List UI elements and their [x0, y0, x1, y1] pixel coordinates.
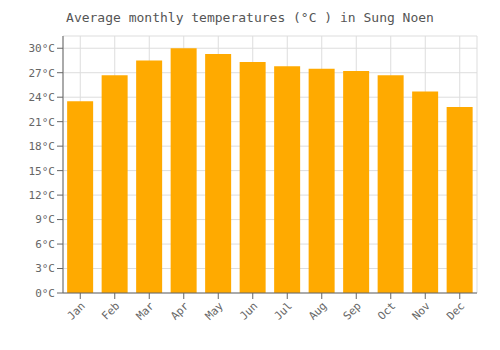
svg-text:6°C: 6°C [35, 238, 55, 251]
svg-text:Feb: Feb [99, 299, 122, 322]
svg-text:Apr: Apr [168, 299, 192, 323]
svg-text:Mar: Mar [134, 299, 158, 323]
svg-text:24°C: 24°C [29, 91, 56, 104]
svg-text:15°C: 15°C [29, 165, 56, 178]
svg-text:Nov: Nov [410, 299, 434, 323]
svg-text:27°C: 27°C [29, 67, 56, 80]
svg-text:Jun: Jun [237, 299, 260, 322]
svg-text:Dec: Dec [444, 299, 467, 322]
html-text:Average monthly temperatures (: Average monthly temperatures (°C ) in Su… [66, 10, 434, 25]
svg-text:30°C: 30°C [29, 42, 56, 55]
svg-text:18°C: 18°C [29, 140, 56, 153]
svg-text:3°C: 3°C [35, 262, 55, 275]
svg-text:12°C: 12°C [29, 189, 56, 202]
svg-text:Aug: Aug [306, 299, 329, 322]
svg-text:21°C: 21°C [29, 116, 56, 129]
svg-text:0°C: 0°C [35, 287, 55, 300]
svg-text:May: May [203, 299, 227, 323]
svg-text:Jul: Jul [272, 299, 295, 322]
svg-text:9°C: 9°C [35, 213, 55, 226]
svg-text:Sep: Sep [341, 299, 364, 322]
svg-text:Oct: Oct [375, 299, 398, 322]
svg-text:Jan: Jan [65, 299, 88, 322]
